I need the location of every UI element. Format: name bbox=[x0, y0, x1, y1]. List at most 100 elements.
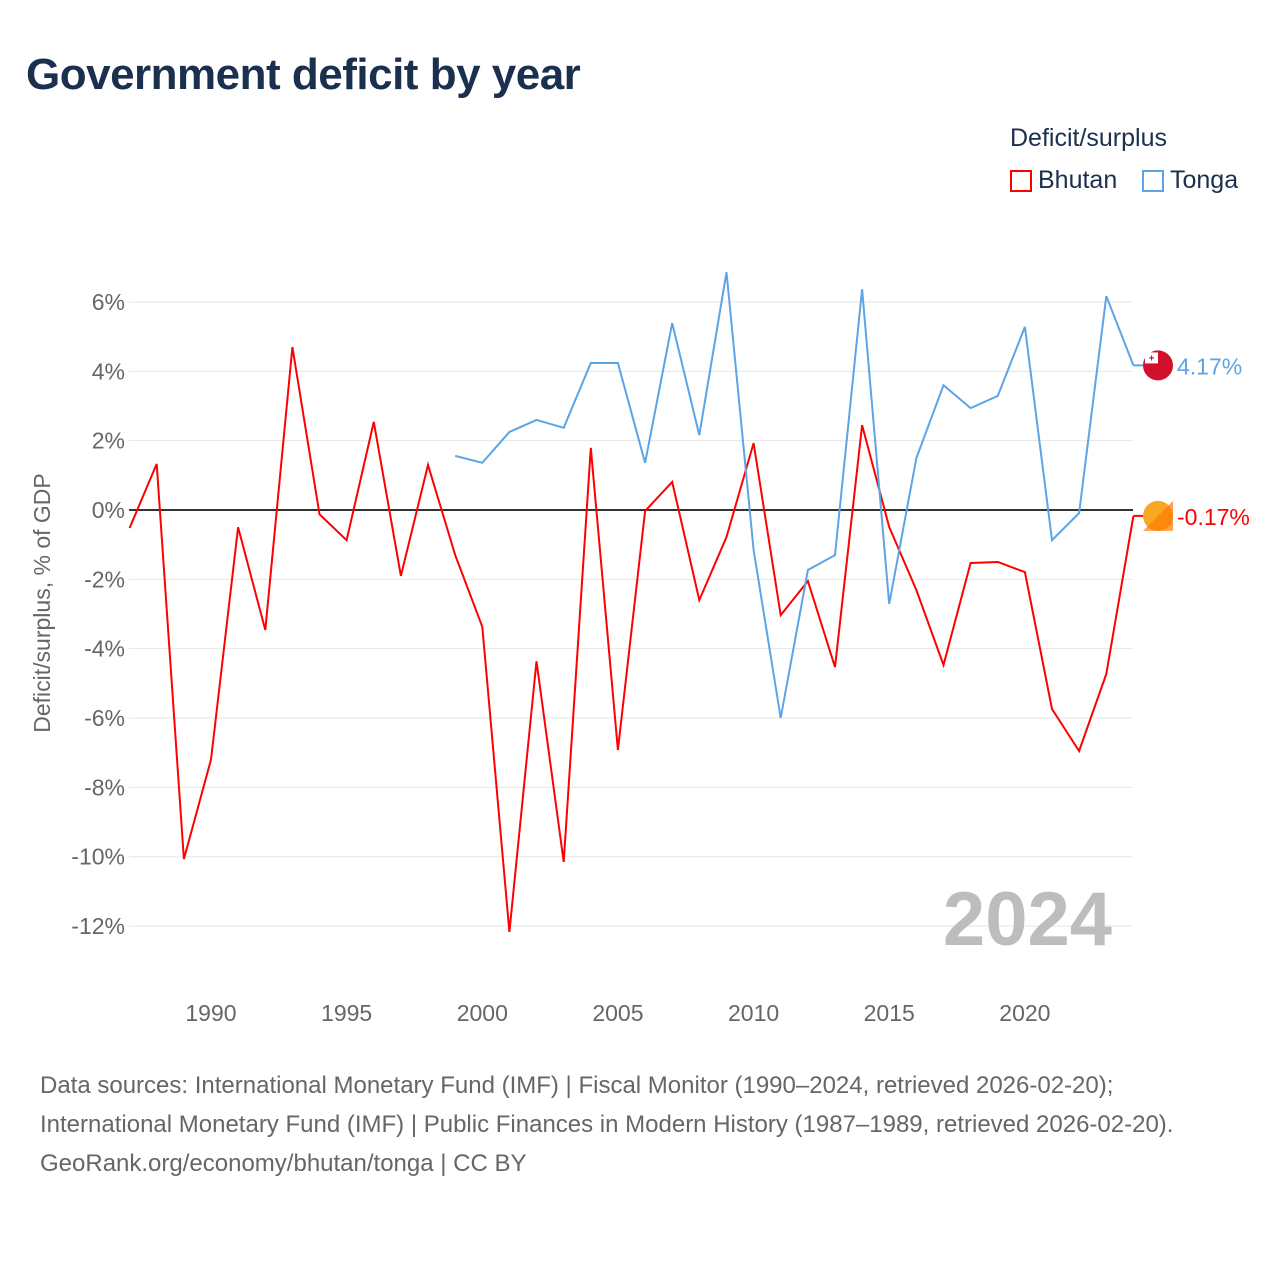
data-point-tonga bbox=[860, 287, 864, 291]
data-point-tonga bbox=[535, 418, 539, 422]
data-point-bhutan bbox=[643, 509, 647, 513]
data-point-bhutan bbox=[670, 480, 674, 484]
data-point-tonga bbox=[779, 716, 783, 720]
data-point-bhutan bbox=[182, 857, 186, 861]
attribution-link[interactable]: GeoRank.org/economy/bhutan/tonga | CC BY bbox=[40, 1150, 527, 1177]
data-point-tonga bbox=[643, 461, 647, 465]
data-point-bhutan bbox=[480, 625, 484, 629]
end-value-label-bhutan: -0.17% bbox=[1177, 504, 1250, 530]
data-point-tonga bbox=[914, 456, 918, 460]
data-point-bhutan bbox=[1104, 672, 1108, 676]
data-point-bhutan bbox=[535, 659, 539, 663]
legend-item-bhutan[interactable]: Bhutan bbox=[1010, 166, 1117, 195]
data-point-bhutan bbox=[263, 628, 267, 632]
data-point-tonga bbox=[996, 394, 1000, 398]
data-point-tonga bbox=[507, 430, 511, 434]
data-point-bhutan bbox=[942, 663, 946, 667]
y-tick-label: -2% bbox=[84, 566, 125, 592]
y-tick-label: -10% bbox=[71, 844, 125, 870]
data-point-bhutan bbox=[507, 930, 511, 934]
data-point-bhutan bbox=[345, 538, 349, 542]
data-point-tonga bbox=[616, 361, 620, 365]
y-tick-label: 6% bbox=[92, 289, 125, 315]
data-point-tonga bbox=[887, 602, 891, 606]
data-point-tonga bbox=[589, 361, 593, 365]
y-tick-label: -8% bbox=[84, 774, 125, 800]
data-point-tonga bbox=[562, 426, 566, 430]
y-axis-label: Deficit/surplus, % of GDP bbox=[29, 473, 55, 732]
data-point-bhutan bbox=[426, 463, 430, 467]
x-tick-label: 2005 bbox=[592, 1000, 643, 1026]
data-point-bhutan bbox=[155, 462, 159, 466]
data-point-tonga bbox=[806, 568, 810, 572]
data-point-bhutan bbox=[562, 860, 566, 864]
data-point-bhutan bbox=[752, 441, 756, 445]
y-tick-label: 4% bbox=[92, 358, 125, 384]
y-tick-label: -12% bbox=[71, 913, 125, 939]
page-title: Government deficit by year bbox=[26, 50, 581, 99]
data-point-bhutan bbox=[779, 613, 783, 617]
y-tick-label: -6% bbox=[84, 705, 125, 731]
y-tick-label: -4% bbox=[84, 636, 125, 662]
data-point-bhutan bbox=[887, 525, 891, 529]
data-point-bhutan bbox=[724, 535, 728, 539]
x-tick-label: 1990 bbox=[185, 1000, 236, 1026]
data-point-bhutan bbox=[318, 512, 322, 516]
x-tick-label: 1995 bbox=[321, 1000, 372, 1026]
data-point-bhutan bbox=[372, 420, 376, 424]
data-point-bhutan bbox=[1050, 707, 1054, 711]
data-point-bhutan bbox=[996, 560, 1000, 564]
end-value-label-tonga: 4.17% bbox=[1177, 353, 1242, 379]
data-point-bhutan bbox=[860, 423, 864, 427]
data-point-bhutan bbox=[616, 748, 620, 752]
data-point-bhutan bbox=[399, 574, 403, 578]
x-tick-label: 2020 bbox=[999, 1000, 1050, 1026]
data-point-tonga bbox=[969, 406, 973, 410]
data-point-bhutan bbox=[969, 561, 973, 565]
x-tick-label: 2015 bbox=[864, 1000, 915, 1026]
data-point-bhutan bbox=[236, 525, 240, 529]
flag-canton bbox=[1145, 352, 1158, 364]
data-point-bhutan bbox=[128, 526, 132, 530]
data-point-tonga bbox=[752, 548, 756, 552]
flag-half bbox=[1143, 500, 1173, 531]
legend-title: Deficit/surplus bbox=[1010, 124, 1167, 152]
data-point-tonga bbox=[1023, 325, 1027, 329]
data-point-tonga bbox=[697, 433, 701, 437]
data-point-bhutan bbox=[833, 665, 837, 669]
legend-item-tonga[interactable]: Tonga bbox=[1142, 166, 1238, 195]
data-point-bhutan bbox=[914, 588, 918, 592]
flag-cross: + bbox=[1149, 353, 1155, 364]
legend-label-tonga: Tonga bbox=[1170, 166, 1239, 194]
data-point-tonga bbox=[1077, 511, 1081, 515]
data-point-bhutan bbox=[697, 598, 701, 602]
legend-swatch-tonga bbox=[1142, 169, 1164, 192]
x-tick-label: 2010 bbox=[728, 1000, 779, 1026]
series-line-tonga bbox=[454, 272, 1135, 719]
sources-text: Data sources: International Monetary Fun… bbox=[40, 1072, 1174, 1138]
data-point-tonga bbox=[724, 270, 728, 274]
data-point-bhutan bbox=[453, 553, 457, 557]
data-point-tonga bbox=[1104, 294, 1108, 298]
y-tick-label: 2% bbox=[92, 428, 125, 454]
data-point-bhutan bbox=[1023, 570, 1027, 574]
data-point-tonga bbox=[480, 461, 484, 465]
legend-swatch-bhutan bbox=[1010, 169, 1032, 192]
data-point-tonga bbox=[942, 383, 946, 387]
data-point-bhutan bbox=[1077, 749, 1081, 753]
data-point-tonga bbox=[833, 553, 837, 557]
sources: Data sources: International Monetary Fun… bbox=[40, 1066, 1240, 1183]
x-tick-label: 2000 bbox=[457, 1000, 508, 1026]
y-tick-label: 0% bbox=[92, 497, 125, 523]
data-point-tonga bbox=[453, 454, 457, 458]
series-line-bhutan bbox=[128, 346, 1135, 932]
data-point-bhutan bbox=[589, 446, 593, 450]
legend-label-bhutan: Bhutan bbox=[1038, 166, 1118, 194]
data-point-bhutan bbox=[209, 758, 213, 762]
data-point-bhutan bbox=[290, 345, 294, 349]
data-point-tonga bbox=[670, 321, 674, 325]
year-watermark: 2024 bbox=[943, 877, 1112, 962]
data-point-tonga bbox=[1050, 538, 1054, 542]
